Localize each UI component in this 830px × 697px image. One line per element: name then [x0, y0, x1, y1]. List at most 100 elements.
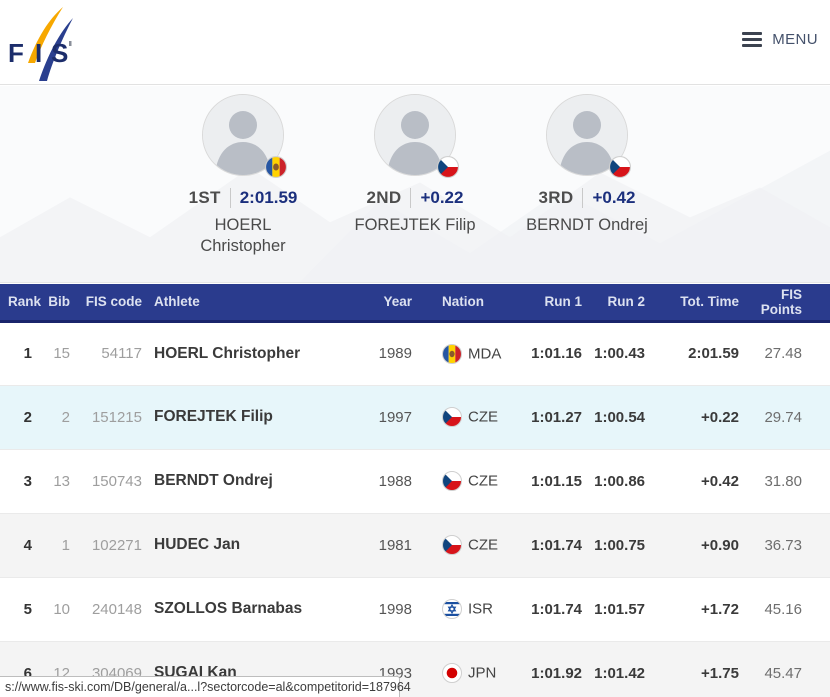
svg-text:I: I: [35, 38, 42, 68]
cell-bib: 13: [40, 448, 74, 513]
column-header-run1: Run 1: [512, 284, 586, 323]
jpn-flag-icon: [442, 663, 462, 684]
cell-tot_time: +0.42: [649, 448, 745, 513]
cell-run1: 1:01.15: [512, 448, 586, 513]
cell-points: 45.47: [745, 640, 830, 697]
cell-year: 1998: [368, 576, 416, 641]
cell-year: 1981: [368, 512, 416, 577]
cell-athlete: SZOLLOS Barnabas: [146, 576, 368, 641]
cell-points: 29.74: [745, 384, 830, 449]
table-row[interactable]: 3 13 150743 BERNDT Ondrej 1988 CZE 1:01.15 1:00…: [0, 448, 830, 513]
column-header-year: Year: [368, 284, 416, 323]
menu-button[interactable]: MENU: [742, 31, 818, 48]
nation-code: ISR: [468, 600, 494, 618]
cell-tot_time: +1.75: [649, 640, 745, 697]
cell-fis_code: 150743: [74, 448, 146, 513]
cze-flag-icon: [437, 156, 459, 178]
athlete-photo-wrap: [374, 94, 459, 178]
column-header-run2: Run 2: [586, 284, 649, 323]
table-row[interactable]: 5 10 240148 SZOLLOS Barnabas 1998 ISR 1:01.74 1…: [0, 576, 830, 641]
podium-athlete-name: HOERL Christopher: [157, 215, 329, 258]
menu-label: MENU: [772, 31, 818, 48]
athlete-photo: [546, 94, 628, 176]
cell-rank: 3: [0, 448, 40, 513]
results-table-section: Rank Bib FIS code Athlete Year Nation Run 1 Run…: [0, 284, 830, 697]
place-label: 3RD: [538, 188, 574, 207]
mda-flag-icon: [442, 343, 462, 364]
podium-card-1[interactable]: 1ST 2:01.59 HOERL Christopher: [157, 94, 329, 258]
cell-run2: 1:00.43: [586, 320, 649, 385]
cze-flag-icon: [442, 471, 462, 491]
podium-card-3[interactable]: 3RD +0.42 BERNDT Ondrej: [501, 94, 673, 236]
place-label: 1ST: [188, 188, 221, 207]
cell-run1: 1:01.27: [512, 384, 586, 449]
result-value: 2:01.59: [239, 188, 298, 207]
cell-year: 1988: [368, 448, 416, 513]
mda-flag-icon: [265, 156, 287, 178]
cell-tot_time: +1.72: [649, 576, 745, 641]
cell-nation: CZE: [416, 512, 512, 577]
nation-code: MDA: [468, 345, 502, 362]
cell-athlete: BERNDT Ondrej: [146, 448, 368, 513]
cell-fis_code: 54117: [74, 320, 146, 385]
athlete-name-line1: BERNDT Ondrej: [526, 216, 648, 234]
column-header-athlete: Athlete: [146, 284, 368, 323]
cell-tot_time: 2:01.59: [649, 320, 745, 385]
cell-run2: 1:01.42: [586, 640, 649, 697]
divider: [410, 188, 412, 208]
cell-athlete: FOREJTEK Filip: [146, 384, 368, 449]
cell-points: 36.73: [745, 512, 830, 577]
cell-run1: 1:01.16: [512, 320, 586, 385]
column-header-bib: Bib: [40, 284, 74, 323]
podium-card-2[interactable]: 2ND +0.22 FOREJTEK Filip: [329, 94, 501, 236]
hamburger-menu-icon: [742, 32, 763, 47]
podium-placeline: 3RD +0.42: [501, 188, 673, 208]
cze-flag-icon: [609, 156, 631, 178]
podium-placeline: 2ND +0.22: [329, 188, 501, 208]
cell-nation: MDA: [416, 320, 512, 385]
result-value: +0.42: [592, 188, 636, 207]
cell-rank: 2: [0, 384, 40, 449]
cell-tot_time: +0.90: [649, 512, 745, 577]
table-row[interactable]: 2 2 151215 FOREJTEK Filip 1997 CZE 1:01.27 1:00…: [0, 384, 830, 449]
cze-flag-icon: [442, 535, 462, 555]
cell-run1: 1:01.74: [512, 512, 586, 577]
cell-year: 1997: [368, 384, 416, 449]
cell-athlete: HOERL Christopher: [146, 320, 368, 385]
fis-logo[interactable]: F I S: [6, 5, 80, 81]
divider: [229, 188, 231, 208]
nation-code: CZE: [468, 472, 498, 490]
cze-flag-icon: [442, 407, 462, 427]
cell-nation: CZE: [416, 384, 512, 449]
cell-nation: CZE: [416, 448, 512, 513]
cell-bib: 10: [40, 576, 74, 641]
athlete-name-line1: FOREJTEK Filip: [354, 216, 476, 234]
browser-status-bar: s://www.fis-ski.com/DB/general/a...l?sec…: [0, 676, 411, 697]
mountains-background-image: [0, 150, 830, 282]
nation-code: CZE: [468, 408, 498, 426]
column-header-nation: Nation: [416, 284, 512, 323]
cell-bib: 15: [40, 320, 74, 385]
svg-text:S: S: [51, 38, 68, 68]
athlete-name-line2: Christopher: [200, 237, 286, 256]
podium-row: 1ST 2:01.59 HOERL Christopher 2ND +0.22 FOREJT…: [0, 86, 830, 258]
table-row[interactable]: 1 15 54117 HOERL Christopher 1989 MDA 1:01.16 1…: [0, 320, 830, 385]
cell-bib: 1: [40, 512, 74, 577]
cell-points: 45.16: [745, 576, 830, 641]
table-header-row: Rank Bib FIS code Athlete Year Nation Run 1 Run…: [0, 284, 830, 323]
cell-bib: 2: [40, 384, 74, 449]
place-label: 2ND: [366, 188, 402, 207]
table-row[interactable]: 4 1 102271 HUDEC Jan 1981 CZE 1:01.74 1:00.75 +0…: [0, 512, 830, 577]
top-navbar: F I S MENU: [0, 0, 830, 85]
nation-code: CZE: [468, 536, 498, 554]
cell-points: 31.80: [745, 448, 830, 513]
status-bar-url: s://www.fis-ski.com/DB/general/a...l?sec…: [5, 680, 411, 694]
cell-rank: 4: [0, 512, 40, 577]
athlete-photo-wrap: [202, 94, 287, 178]
cell-tot_time: +0.22: [649, 384, 745, 449]
divider: [582, 188, 584, 208]
nation-code: JPN: [468, 664, 497, 682]
cell-points: 27.48: [745, 320, 830, 385]
cell-run2: 1:01.57: [586, 576, 649, 641]
cell-fis_code: 151215: [74, 384, 146, 449]
